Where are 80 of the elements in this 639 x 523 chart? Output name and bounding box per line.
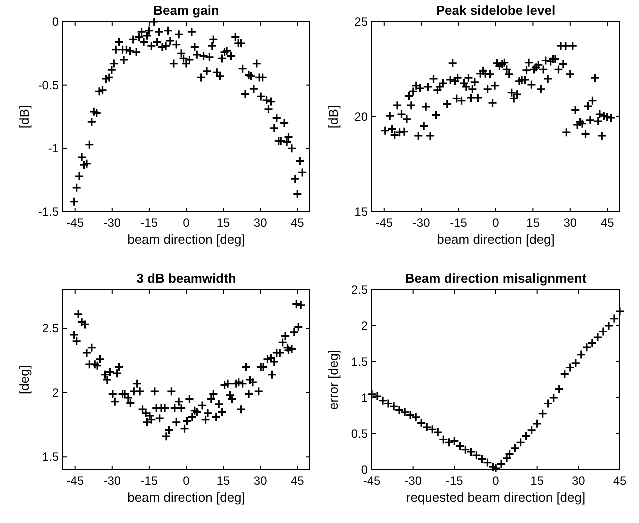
x-tick-label: 0: [183, 216, 190, 230]
y-tick-label: -1.5: [38, 205, 60, 219]
x-tick-label: 30: [572, 474, 586, 488]
point: [532, 419, 542, 429]
x-tick-label: -45: [66, 216, 84, 230]
chart-title: Peak sidelobe level: [436, 3, 556, 18]
chart-title: Beam direction misalignment: [405, 271, 588, 286]
point: [549, 393, 559, 403]
y-axis-title: error [deg]: [326, 350, 341, 410]
point: [554, 384, 564, 394]
y-tick-label: 15: [354, 205, 368, 219]
point: [582, 342, 592, 352]
y-tick-label: 0.5: [351, 427, 368, 441]
y-axis-title: [dB]: [17, 105, 32, 129]
x-tick-label: -15: [446, 474, 464, 488]
x-tick-label: 15: [216, 474, 231, 488]
point: [510, 444, 520, 454]
y-tick-label: 20: [354, 110, 368, 124]
point: [593, 332, 603, 342]
point: [544, 398, 554, 409]
point: [502, 454, 512, 464]
x-tick-label: 45: [290, 474, 305, 488]
x-tick-label: 15: [216, 216, 231, 230]
point: [538, 409, 548, 419]
point: [566, 362, 576, 373]
x-tick-label: 30: [254, 474, 268, 488]
x-tick-label: 45: [613, 474, 627, 488]
y-tick-label: 1: [361, 391, 368, 405]
x-tick-label: 0: [492, 474, 500, 488]
y-tick-label: 2.5: [351, 283, 368, 297]
y-axis-title: [deg]: [17, 366, 32, 394]
x-tick-label: -30: [104, 474, 122, 488]
point: [615, 306, 625, 316]
point: [504, 449, 515, 459]
point: [527, 426, 537, 436]
y-tick-label: 1.5: [351, 355, 368, 369]
x-axis-title: beam direction [deg]: [128, 232, 246, 247]
y-tick-label: -1: [48, 142, 60, 156]
point: [522, 431, 532, 441]
point: [576, 350, 586, 360]
point: [496, 459, 506, 470]
point: [491, 464, 501, 474]
x-tick-label: 0: [183, 474, 190, 488]
x-tick-label: 0: [492, 216, 500, 230]
x-tick-label: -45: [376, 216, 394, 230]
y-tick-label: -0.5: [38, 78, 60, 92]
x-axis-title: requested beam direction [deg]: [406, 490, 586, 505]
x-tick-label: -15: [140, 474, 158, 488]
y-axis-title: [dB]: [326, 105, 341, 129]
y-tick-label: 25: [354, 15, 368, 29]
y-tick-label: 2: [361, 319, 368, 333]
x-axis-title: beam direction [deg]: [128, 490, 246, 505]
x-tick-label: 30: [254, 216, 268, 230]
point: [516, 438, 526, 448]
x-tick-label: -30: [404, 474, 422, 488]
x-tick-label: 45: [600, 216, 615, 230]
point: [610, 314, 620, 324]
point: [588, 338, 598, 348]
x-tick-label: -45: [363, 474, 381, 488]
x-tick-label: 15: [530, 474, 544, 488]
x-tick-label: -15: [450, 216, 468, 230]
chart-title: 3 dB beamwidth: [136, 271, 236, 286]
y-tick-label: 0: [52, 15, 60, 29]
point: [604, 321, 614, 331]
point: [560, 369, 570, 380]
y-tick-label: 2: [52, 386, 60, 400]
y-tick-label: 1.5: [42, 450, 60, 464]
x-tick-label: 45: [290, 216, 305, 230]
x-tick-label: -15: [140, 216, 158, 230]
x-axis-title: beam direction [deg]: [437, 232, 555, 247]
y-tick-label: 2.5: [42, 322, 60, 336]
x-tick-label: -30: [412, 216, 431, 230]
point: [571, 358, 581, 368]
x-tick-label: 15: [526, 216, 540, 230]
chart-title: Beam gain: [154, 3, 220, 18]
x-tick-label: -45: [66, 474, 84, 488]
point: [598, 326, 608, 337]
y-tick-label: 0: [361, 463, 368, 477]
x-tick-label: 30: [564, 216, 578, 230]
x-tick-label: -30: [104, 216, 122, 230]
